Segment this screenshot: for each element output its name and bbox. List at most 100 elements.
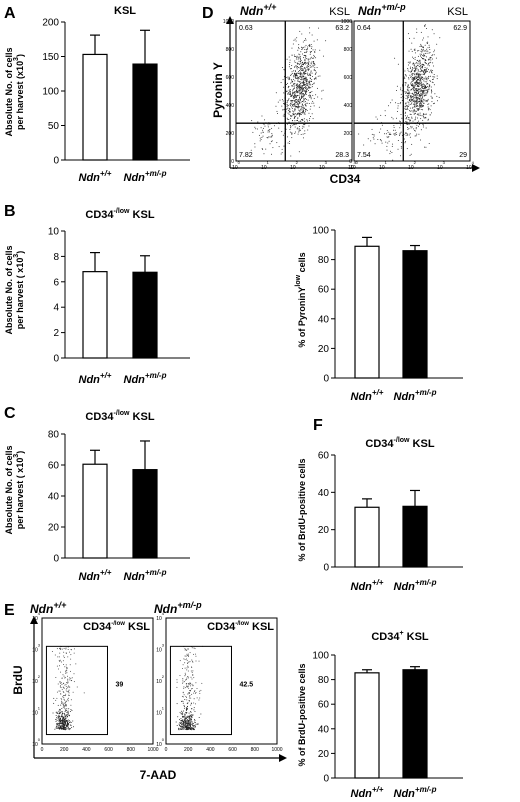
event-dot bbox=[177, 728, 179, 730]
event-dot bbox=[417, 108, 419, 110]
event-dot bbox=[408, 91, 410, 93]
event-dot bbox=[417, 50, 419, 52]
event-dot bbox=[386, 136, 388, 138]
event-dot bbox=[306, 119, 308, 121]
event-dot bbox=[61, 725, 63, 727]
event-dot bbox=[184, 648, 186, 650]
event-dot bbox=[290, 68, 292, 70]
event-dot bbox=[187, 686, 189, 688]
event-dot bbox=[184, 687, 186, 689]
event-dot bbox=[67, 681, 69, 683]
event-dot bbox=[189, 723, 191, 725]
event-dot bbox=[420, 79, 422, 81]
event-dot bbox=[302, 96, 304, 98]
event-dot bbox=[299, 87, 301, 89]
event-dot bbox=[288, 85, 290, 87]
event-dot bbox=[61, 728, 63, 730]
event-dot bbox=[300, 60, 302, 62]
event-dot bbox=[299, 71, 301, 73]
event-dot bbox=[291, 54, 293, 56]
event-dot bbox=[303, 118, 305, 120]
event-dot bbox=[400, 121, 402, 123]
event-dot bbox=[373, 135, 375, 137]
event-dot bbox=[183, 724, 185, 726]
event-dot bbox=[290, 95, 292, 97]
event-dot bbox=[302, 107, 304, 109]
event-dot bbox=[189, 690, 191, 692]
event-dot bbox=[303, 57, 305, 59]
event-dot bbox=[68, 697, 70, 699]
event-dot bbox=[288, 79, 290, 81]
event-dot bbox=[62, 674, 64, 676]
event-dot bbox=[298, 53, 300, 55]
event-dot bbox=[295, 99, 297, 101]
event-dot bbox=[193, 727, 195, 729]
event-dot bbox=[286, 83, 288, 85]
event-dot bbox=[419, 123, 421, 125]
event-dot bbox=[414, 84, 416, 86]
event-dot bbox=[299, 75, 301, 77]
event-dot bbox=[431, 54, 433, 56]
event-dot bbox=[298, 60, 300, 62]
event-dot bbox=[423, 77, 425, 79]
event-dot bbox=[428, 89, 430, 91]
event-dot bbox=[298, 110, 300, 112]
event-dot bbox=[419, 82, 421, 84]
event-dot bbox=[425, 60, 427, 62]
event-dot bbox=[57, 724, 59, 726]
event-dot bbox=[64, 714, 66, 716]
gate-value: 42.5 bbox=[239, 681, 253, 688]
event-dot bbox=[410, 98, 412, 100]
event-dot bbox=[200, 713, 202, 715]
event-dot bbox=[62, 721, 64, 723]
event-dot bbox=[183, 715, 185, 717]
event-dot bbox=[185, 679, 187, 681]
event-dot bbox=[188, 712, 190, 714]
event-dot bbox=[400, 87, 402, 89]
event-dot bbox=[70, 704, 72, 706]
event-dot bbox=[374, 143, 376, 145]
event-dot bbox=[55, 677, 57, 679]
event-dot bbox=[182, 702, 184, 704]
event-dot bbox=[408, 71, 410, 73]
event-dot bbox=[191, 693, 193, 695]
event-dot bbox=[301, 77, 303, 79]
event-dot bbox=[273, 125, 275, 127]
event-dot bbox=[433, 84, 435, 86]
event-dot bbox=[419, 107, 421, 109]
bar-0 bbox=[354, 245, 380, 379]
event-dot bbox=[411, 126, 413, 128]
event-dot bbox=[265, 148, 267, 150]
event-dot bbox=[298, 94, 300, 96]
y-tick-label: 10 bbox=[48, 227, 60, 238]
y-tick-label: 6 bbox=[53, 277, 59, 288]
event-dot bbox=[280, 153, 282, 155]
event-dot bbox=[194, 726, 196, 728]
event-dot bbox=[422, 49, 424, 51]
event-dot bbox=[301, 65, 303, 67]
event-dot bbox=[67, 724, 69, 726]
event-dot bbox=[295, 91, 297, 93]
event-dot bbox=[61, 699, 63, 701]
event-dot bbox=[393, 125, 395, 127]
event-dot bbox=[425, 71, 427, 73]
event-dot bbox=[427, 83, 429, 85]
event-dot bbox=[260, 127, 262, 129]
event-dot bbox=[418, 95, 420, 97]
event-dot bbox=[303, 75, 305, 77]
category-label-0: Ndn+/+ bbox=[351, 785, 384, 800]
event-dot bbox=[301, 79, 303, 81]
event-dot bbox=[404, 115, 406, 117]
event-dot bbox=[58, 723, 60, 725]
event-dot bbox=[430, 70, 432, 72]
event-dot bbox=[60, 648, 62, 650]
event-dot bbox=[290, 79, 292, 81]
event-dot bbox=[186, 667, 188, 669]
event-dot bbox=[186, 726, 188, 728]
event-dot bbox=[294, 110, 296, 112]
y-tick-label: 100 bbox=[32, 737, 41, 748]
event-dot bbox=[55, 726, 57, 728]
event-dot bbox=[185, 728, 187, 730]
event-dot bbox=[427, 89, 429, 91]
